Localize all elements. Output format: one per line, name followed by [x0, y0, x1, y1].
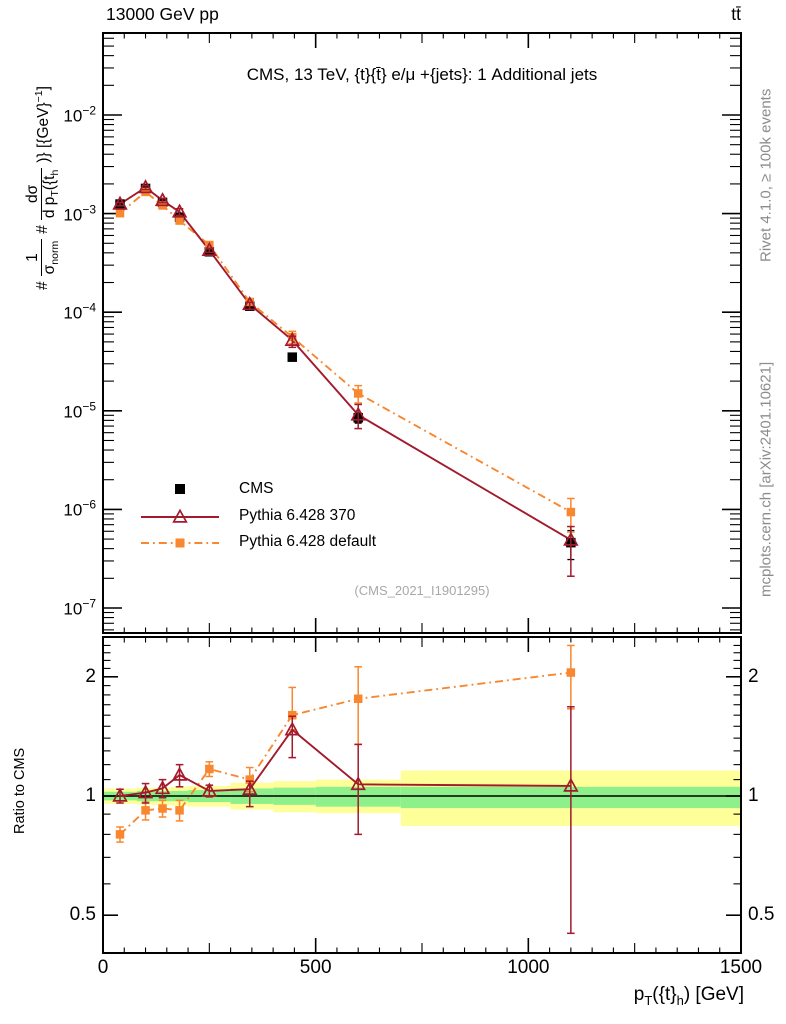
- main-y-tick-label: 10−2: [63, 103, 96, 126]
- data-point-marker: [172, 508, 188, 523]
- yaxis-hash-2: #: [34, 225, 51, 234]
- main-y-tick-label: 10−7: [63, 596, 96, 619]
- x-tick-label: 0: [97, 957, 109, 978]
- data-point-marker: [350, 775, 366, 791]
- yaxis-fraction-1: 1 σnorm: [23, 238, 62, 277]
- data-point-marker: [158, 804, 167, 813]
- main-y-axis-title: # 1 σnorm # dσ d pT({th )} [{GeV}−1]: [17, 13, 69, 363]
- pythia-370-line: [119, 186, 572, 541]
- yaxis-fraction-2: dσ d pT({th: [23, 167, 62, 221]
- rivet-version-note: Rivet 4.1.0, ≥ 100k events: [757, 88, 775, 262]
- data-point-marker: [201, 782, 218, 797]
- ratio-series: [112, 644, 579, 935]
- x-axis-title: pT({t}h) [GeV]: [633, 984, 744, 1008]
- ratio-y-tick-label: 2: [85, 665, 96, 687]
- legend-item-cms: CMS: [239, 480, 274, 497]
- data-point-marker: [563, 777, 579, 792]
- ratio-y-tick-label-right: 1: [748, 785, 759, 806]
- mcplots-arxiv-note: mcplots.cern.ch [arXiv:2401.10621]: [757, 361, 775, 597]
- main-y-tick-label: 10−4: [63, 300, 96, 323]
- ratio-y-tick-label: 1: [85, 785, 96, 806]
- beam-energy-label: 13000 GeV pp: [106, 4, 219, 24]
- legend-markers: [141, 484, 219, 548]
- axis-ticks: [102, 33, 742, 953]
- data-point-marker: [175, 216, 184, 225]
- data-point-marker: [566, 668, 576, 677]
- data-point-marker: [284, 331, 301, 346]
- main-y-tick-label: 10−6: [63, 498, 96, 520]
- legend-item-pythia-370: Pythia 6.428 370: [239, 507, 356, 524]
- data-point-marker: [112, 787, 128, 802]
- data-point-marker: [350, 406, 366, 421]
- main-y-tick-label: 10−3: [63, 202, 96, 224]
- data-point-marker: [137, 179, 154, 194]
- data-point-marker: [242, 780, 258, 796]
- data-point-marker: [175, 484, 185, 494]
- yaxis-suffix: )} [{GeV}−1]: [32, 86, 53, 163]
- data-point-marker: [288, 710, 297, 720]
- data-point-marker: [563, 531, 579, 546]
- ratio-uncertainty-bands: [103, 770, 741, 826]
- data-point-marker: [171, 203, 188, 218]
- x-tick-label: 1000: [507, 957, 550, 978]
- pythia-370-points: [112, 179, 579, 577]
- data-point-marker: [171, 766, 188, 781]
- x-tick-label: 500: [299, 957, 332, 978]
- data-point-marker: [154, 780, 171, 795]
- data-point-marker: [284, 721, 301, 736]
- pythia-default-line: [119, 190, 572, 513]
- ratio-y-tick-label: 0.5: [69, 904, 96, 926]
- data-point-marker: [175, 806, 184, 815]
- yaxis-hash-1: #: [34, 281, 51, 290]
- data-point-marker: [112, 195, 128, 210]
- ratio-y-axis-title: Ratio to CMS: [12, 747, 28, 835]
- plot-title: CMS, 13 TeV, {t}{t̄} e/μ +{jets}: 1 Addi…: [246, 65, 598, 84]
- data-point-marker: [287, 352, 298, 362]
- x-tick-label: 1500: [719, 957, 763, 978]
- data-point-marker: [205, 764, 214, 774]
- data-point-marker: [115, 830, 125, 839]
- data-point-marker: [201, 241, 218, 256]
- data-point-marker: [353, 694, 363, 704]
- ratio-y-tick-label-right: 0.5: [748, 904, 775, 926]
- data-point-marker: [242, 296, 258, 311]
- data-point-marker: [141, 806, 150, 815]
- data-point-marker: [353, 389, 363, 398]
- process-label: tt̄: [731, 4, 741, 24]
- data-point-marker: [566, 507, 576, 517]
- legend-item-pythia-default: Pythia 6.428 default: [239, 533, 377, 550]
- main-y-tick-label: 10−5: [63, 399, 96, 422]
- data-point-marker: [115, 208, 125, 218]
- data-point-marker: [245, 775, 254, 784]
- analysis-id-watermark: (CMS_2021_I1901295): [354, 583, 490, 598]
- data-point-marker: [175, 538, 185, 548]
- pythia-default-points: [115, 187, 576, 533]
- main-series: [112, 179, 579, 577]
- ratio-y-tick-label-right: 2: [748, 665, 759, 687]
- data-point-marker: [137, 784, 154, 799]
- data-point-marker: [154, 192, 171, 207]
